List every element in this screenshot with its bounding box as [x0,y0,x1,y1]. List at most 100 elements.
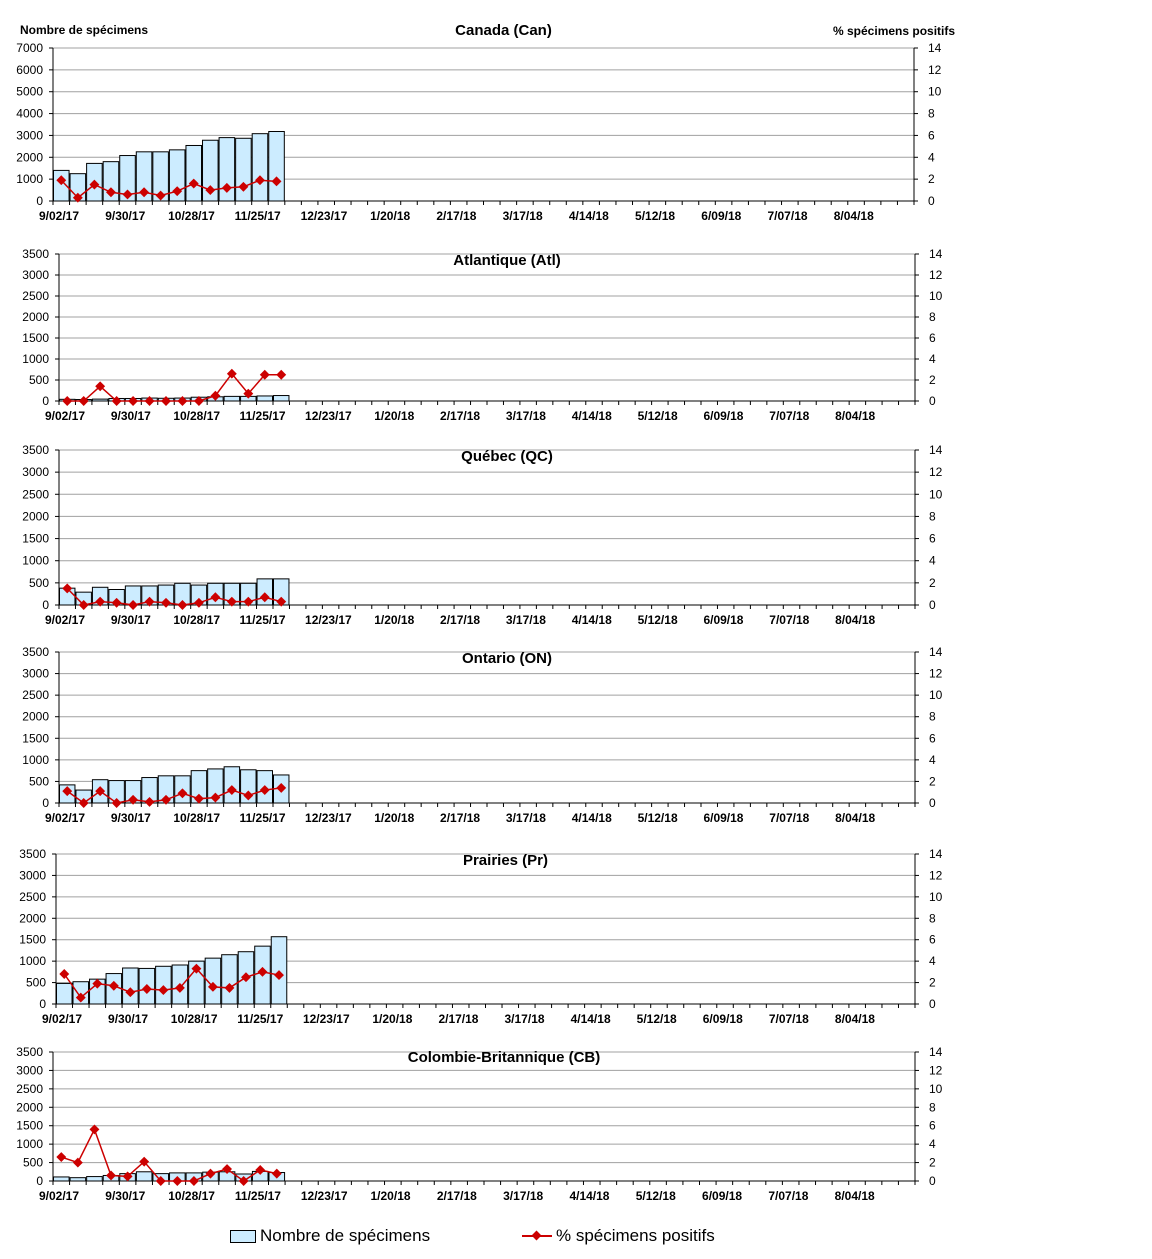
line-point [111,798,122,808]
x-tick-label: 7/07/18 [769,409,809,423]
y-right-tick-label: 14 [929,645,943,659]
y-right-tick-label: 14 [929,847,943,861]
y-left-tick-label: 6000 [16,63,43,77]
line-point [243,388,254,399]
legend-line-swatch [522,1230,552,1242]
bar [56,982,73,1005]
x-tick-label: 11/25/17 [235,209,281,223]
line-point [56,1152,67,1162]
chart-title: Québec (QC) [461,448,553,465]
line-point [122,189,133,200]
x-tick-label: 8/04/18 [835,613,875,627]
line-point [193,396,204,406]
y-left-tick-label: 2000 [19,911,46,925]
bar [53,1176,70,1182]
y-left-tick-label: 2500 [22,289,49,303]
line-point [75,992,86,1003]
x-tick-label: 9/30/17 [111,613,151,627]
x-tick-label: 9/02/17 [39,209,79,223]
y-right-tick-label: 12 [929,1063,943,1077]
x-tick-label: 10/28/17 [171,1012,218,1026]
line-point [174,982,185,993]
line-point [210,390,221,401]
bar [86,1176,103,1182]
x-tick-label: 6/09/18 [702,1189,742,1203]
y-left-tick-label: 500 [29,576,49,590]
line-point [139,187,150,198]
x-tick-label: 6/09/18 [701,209,741,223]
x-tick-label: 3/17/18 [505,1012,545,1026]
y-left-tick-label: 2500 [16,1082,43,1096]
line-point [205,1168,216,1179]
line-point [193,597,204,608]
line-point [62,786,73,797]
line-point [255,175,265,186]
y-right-tick-label: 6 [928,128,935,142]
bar [251,133,269,202]
line-point [226,596,237,607]
line-point [238,1176,249,1186]
x-tick-label: 8/04/18 [835,1012,875,1026]
x-tick-label: 12/23/17 [301,1189,348,1203]
x-tick-label: 4/14/18 [572,409,612,423]
y-right-tick-label: 14 [928,41,942,55]
x-tick-label: 9/02/17 [45,409,85,423]
y-left-axis-label: Nombre de spécimens [20,23,149,37]
x-tick-label: 11/25/17 [235,1189,281,1203]
legend-bar-swatch [230,1229,256,1243]
bar [185,144,203,202]
bar [223,395,241,402]
y-right-tick-label: 12 [929,268,943,282]
y-right-tick-label: 6 [929,731,936,745]
line-point [161,794,171,805]
line-point [122,1171,133,1182]
y-left-tick-label: 1500 [22,731,49,745]
y-right-tick-label: 2 [929,576,936,590]
line-point [95,786,106,797]
x-tick-label: 1/20/18 [371,1189,411,1203]
x-tick-label: 10/28/17 [173,613,220,627]
x-tick-label: 2/17/18 [438,1012,478,1026]
x-tick-label: 8/04/18 [835,1189,875,1203]
y-left-tick-label: 2500 [22,688,49,702]
line-point [89,1124,100,1135]
x-tick-label: 5/12/18 [637,1012,677,1026]
y-right-tick-label: 2 [928,172,935,186]
x-tick-label: 12/23/17 [305,613,352,627]
legend-item-line: % spécimens positifs [522,1226,715,1246]
x-tick-label: 3/17/18 [503,1189,543,1203]
x-tick-label: 3/17/18 [506,811,546,825]
x-tick-label: 12/23/17 [305,409,352,423]
y-left-tick-label: 1500 [22,532,49,546]
line-point [95,596,106,607]
line-point [59,969,70,979]
bar [221,954,238,1005]
y-left-tick-label: 1000 [16,1137,43,1151]
line-point [191,963,202,974]
y-right-tick-label: 4 [929,753,936,767]
chart-title: Atlantique (Atl) [453,252,560,269]
x-tick-label: 7/07/18 [769,811,809,825]
line-point [222,1164,233,1174]
y-left-tick-label: 0 [36,1174,43,1188]
y-left-tick-label: 2000 [16,150,43,164]
y-right-tick-label: 8 [928,107,935,121]
y-left-tick-label: 1500 [16,1119,43,1133]
y-left-tick-label: 3500 [19,847,46,861]
y-left-tick-label: 0 [39,997,46,1011]
x-tick-label: 1/20/18 [372,1012,412,1026]
line-point [188,1176,199,1186]
y-left-tick-label: 500 [29,373,49,387]
x-tick-label: 10/28/17 [168,1189,215,1203]
y-left-tick-label: 2000 [22,710,49,724]
line-point [108,980,119,991]
x-tick-label: 5/12/18 [638,409,678,423]
line-point [205,185,216,196]
line-point [188,178,199,189]
line-point [72,1157,83,1168]
y-right-tick-label: 8 [929,509,936,523]
y-right-tick-label: 8 [929,911,936,925]
x-tick-label: 10/28/17 [173,409,220,423]
y-left-tick-label: 500 [26,976,46,990]
line-point [139,1156,150,1167]
